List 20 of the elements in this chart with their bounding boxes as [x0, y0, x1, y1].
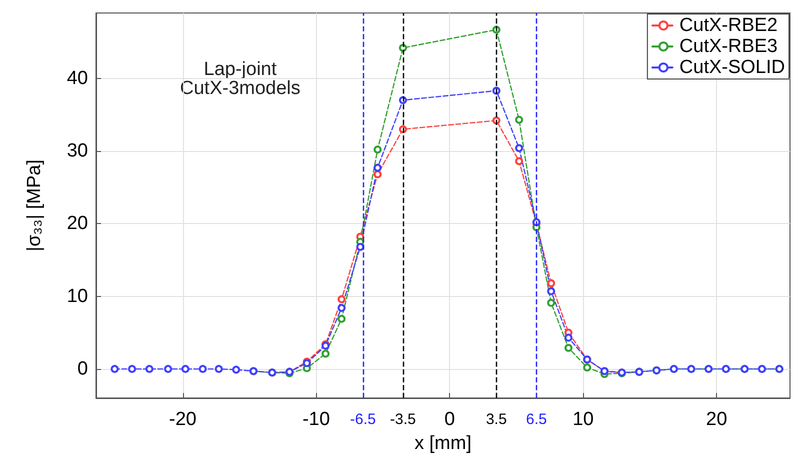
- y-tick-label: 0: [77, 358, 88, 380]
- ref-line-label: 3.5: [486, 411, 507, 428]
- legend-label: CutX-RBE2: [679, 15, 778, 36]
- legend-label: CutX-SOLID: [679, 57, 786, 78]
- ref-line-label: 6.5: [526, 411, 547, 428]
- y-tick-label: 40: [66, 68, 88, 89]
- ref-line-label: -6.5: [350, 411, 376, 428]
- x-tick-label: -20: [169, 409, 196, 430]
- ref-line-label: -3.5: [390, 411, 416, 428]
- y-tick-label: 30: [66, 140, 88, 162]
- x-tick-label: 20: [706, 409, 728, 430]
- x-tick-label: 10: [572, 409, 594, 430]
- x-tick-label: -10: [302, 409, 330, 430]
- y-tick-label: 20: [66, 213, 88, 234]
- x-tick-label: 0: [444, 409, 455, 430]
- annotation: Lap-joint CutX-3models: [180, 59, 300, 99]
- y-tick-label: 10: [66, 286, 88, 307]
- x-axis-title: x [mm]: [414, 432, 472, 454]
- legend-label: CutX-RBE3: [679, 36, 778, 57]
- y-axis-title: |σ₃₃| [MPa]: [24, 160, 45, 252]
